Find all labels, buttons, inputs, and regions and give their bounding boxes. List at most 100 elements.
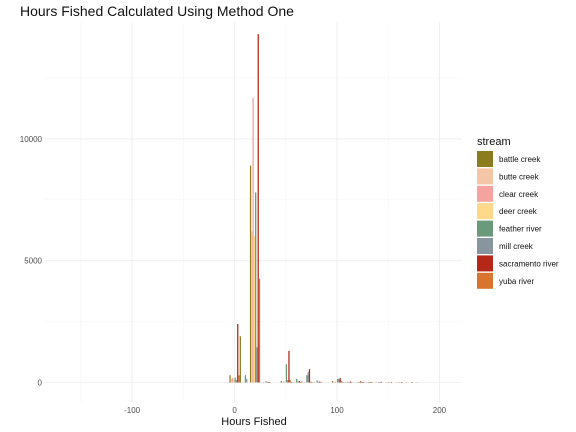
bar-mill-creek	[369, 382, 371, 383]
bar-clear-creek	[375, 382, 377, 383]
bar-battle-creek	[311, 382, 313, 383]
bar-yuba-river	[371, 382, 373, 383]
bar-battle-creek	[331, 381, 334, 383]
y-tick-label: 0	[38, 379, 43, 388]
bar-yuba-river	[351, 382, 353, 383]
bar-yuba-river	[289, 380, 291, 383]
bar-feather-river	[255, 192, 257, 383]
bar-yuba-river	[269, 382, 271, 383]
bar-butte-creek	[333, 382, 335, 383]
bars	[229, 34, 418, 383]
x-axis-title: Hours Fished	[221, 416, 286, 428]
legend-key-battle-creek	[477, 151, 493, 167]
bar-mill-creek	[235, 380, 238, 383]
bar-mill-creek	[297, 381, 299, 383]
bar-sacramento-river	[267, 382, 270, 383]
bar-yuba-river	[238, 375, 240, 383]
bar-deer-creek	[233, 380, 235, 383]
y-tick-label: 10000	[20, 135, 43, 144]
bar-yuba-river	[320, 382, 322, 383]
bar-mill-creek	[266, 381, 268, 383]
bar-feather-river	[306, 375, 308, 383]
legend-key-sacramento-river	[477, 255, 493, 272]
bar-clear-creek	[365, 382, 367, 383]
legend-label: deer creek	[499, 207, 538, 216]
bar-feather-river	[337, 378, 339, 383]
legend-label: butte creek	[499, 172, 540, 181]
bar-feather-river	[244, 375, 247, 383]
legend-label: mill creek	[499, 242, 534, 251]
bar-mill-creek	[379, 382, 381, 383]
legend-key-yuba-river	[477, 272, 493, 289]
bar-battle-creek	[290, 382, 293, 383]
bar-yuba-river	[258, 278, 261, 383]
bar-mill-creek	[348, 382, 350, 383]
bar-sacramento-river	[339, 378, 341, 383]
legend-title: stream	[477, 136, 511, 148]
bar-yuba-river	[310, 381, 312, 383]
bar-clear-creek	[395, 382, 398, 383]
bar-sacramento-river	[370, 382, 372, 383]
bar-clear-creek	[262, 382, 265, 383]
bar-sacramento-river	[298, 381, 300, 383]
bar-sacramento-river	[288, 350, 290, 383]
bar-yuba-river	[340, 381, 343, 383]
bar-yuba-river	[299, 382, 302, 383]
bar-battle-creek	[342, 382, 344, 383]
bar-battle-creek	[280, 381, 282, 383]
bar-clear-creek	[344, 382, 346, 383]
bar-feather-river	[316, 380, 318, 383]
x-tick-label: 200	[433, 406, 447, 415]
bar-feather-river	[398, 382, 400, 383]
bar-butte-creek	[251, 231, 253, 383]
bar-clear-creek	[313, 382, 316, 383]
bar-battle-creek	[362, 382, 364, 383]
bar-sacramento-river	[401, 382, 403, 383]
bar-sacramento-river	[360, 381, 362, 383]
bar-clear-creek	[283, 381, 285, 383]
bar-clear-creek	[303, 381, 305, 383]
x-tick-label: -100	[124, 406, 141, 415]
legend-key-feather-river	[477, 220, 493, 237]
legend-label: sacramento river	[499, 259, 559, 268]
bar-mill-creek	[246, 378, 248, 383]
legend-label: feather river	[499, 225, 542, 234]
chart-title: Hours Fished Calculated Using Method One	[20, 3, 294, 19]
bar-mill-creek	[317, 381, 320, 383]
bar-mill-creek	[358, 382, 361, 383]
x-tick-label: 100	[330, 406, 344, 415]
bar-mill-creek	[256, 347, 258, 383]
bar-feather-river	[367, 382, 370, 383]
bar-feather-river	[357, 382, 359, 383]
legend-key-clear-creek	[477, 185, 493, 202]
legend: stream battle creek butte creek clear cree…	[477, 136, 559, 289]
bar-sacramento-river	[411, 382, 413, 383]
bar-sacramento-river	[257, 34, 259, 383]
legend-key-deer-creek	[477, 203, 493, 220]
legend-key-butte-creek	[477, 168, 493, 185]
bar-battle-creek	[229, 375, 231, 383]
legend-key-mill-creek	[477, 238, 493, 254]
y-axis: 0 5000 10000	[20, 135, 43, 388]
bar-clear-creek	[242, 382, 244, 383]
bar-clear-creek	[252, 97, 254, 383]
bar-sacramento-river	[319, 381, 321, 383]
bar-feather-river	[296, 378, 298, 383]
bar-sacramento-river	[380, 381, 382, 383]
bar-feather-river	[234, 377, 236, 383]
bar-battle-creek	[239, 336, 241, 383]
bar-deer-creek	[335, 382, 338, 383]
bar-mill-creek	[287, 380, 289, 383]
bar-feather-river	[388, 382, 390, 383]
bar-sacramento-river	[308, 369, 311, 383]
legend-label: clear creek	[499, 190, 539, 199]
bar-clear-creek	[416, 382, 418, 383]
bar-clear-creek	[231, 377, 234, 383]
bar-battle-creek	[249, 165, 252, 383]
legend-label: yuba river	[499, 277, 534, 286]
bar-clear-creek	[406, 382, 408, 383]
x-axis: -100 0 100 200	[124, 406, 447, 415]
bar-feather-river	[347, 381, 349, 383]
legend-label: battle creek	[499, 155, 541, 164]
